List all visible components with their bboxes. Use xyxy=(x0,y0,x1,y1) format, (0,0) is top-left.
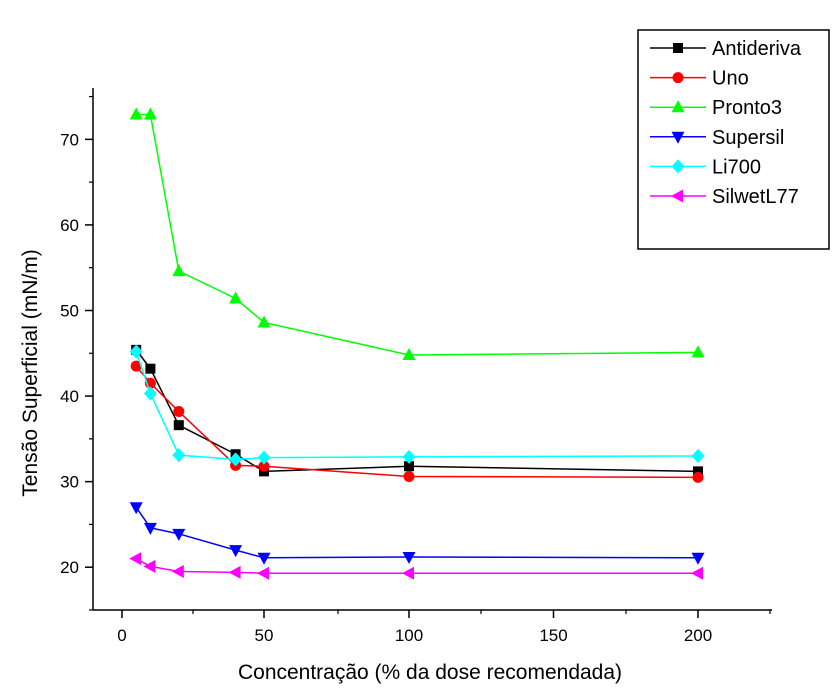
y-tick-label: 20 xyxy=(60,558,79,577)
data-point-pronto3 xyxy=(129,107,143,120)
legend-label: SilwetL77 xyxy=(712,186,799,208)
data-point-pronto3 xyxy=(402,347,416,360)
series-line-supersil xyxy=(135,506,699,559)
legend-marker-supersil xyxy=(671,131,685,144)
data-point-li700 xyxy=(129,344,143,359)
x-axis-title: Concentração (% da dose recomendada) xyxy=(238,661,622,684)
data-point-uno xyxy=(258,460,270,472)
data-point-silwetl77 xyxy=(228,565,241,579)
data-point-pronto3 xyxy=(172,264,186,277)
data-point-uno xyxy=(130,360,142,372)
series-supersil xyxy=(129,502,705,565)
data-point-silwetl77 xyxy=(257,566,269,580)
data-point-silwetl77 xyxy=(143,559,156,573)
data-point-pronto3 xyxy=(691,345,705,358)
x-tick-label: 100 xyxy=(395,626,423,645)
series-line-pronto3 xyxy=(136,113,699,356)
data-point-li700 xyxy=(257,450,271,465)
y-tick-label: 40 xyxy=(60,387,79,406)
legend-box xyxy=(637,29,830,250)
legend-label: Li700 xyxy=(712,156,761,178)
legend-marker-li700 xyxy=(671,159,685,174)
legend-marker-antideriva xyxy=(673,43,683,53)
series-li700 xyxy=(129,344,705,467)
data-point-li700 xyxy=(402,449,416,464)
legend-label: Antideriva xyxy=(712,38,802,60)
legend-item-li700: Li700 xyxy=(650,156,761,178)
y-tick-label: 30 xyxy=(60,473,79,492)
series-silwetl77 xyxy=(129,552,703,580)
data-point-uno xyxy=(403,471,415,483)
axes: 20 30 40 50 60 70 0 50 100 150 200 xyxy=(60,88,772,645)
data-point-pronto3 xyxy=(229,291,243,304)
series-line-silwetl77 xyxy=(135,557,698,574)
data-point-supersil xyxy=(691,552,705,565)
data-point-silwetl77 xyxy=(129,552,142,566)
data-point-supersil xyxy=(402,551,416,564)
legend-item-silwetl77: SilwetL77 xyxy=(650,186,799,208)
data-point-li700 xyxy=(229,452,243,467)
x-tick-label: 50 xyxy=(255,626,274,645)
x-tick-label: 150 xyxy=(539,626,567,645)
data-point-pronto3 xyxy=(143,107,157,120)
x-tick-label: 200 xyxy=(684,626,712,645)
series-line-antideriva xyxy=(135,349,699,473)
data-point-pronto3 xyxy=(257,315,271,328)
data-point-antideriva xyxy=(404,461,414,472)
data-point-silwetl77 xyxy=(402,566,414,580)
series-layer xyxy=(129,107,705,580)
legend-item-supersil: Supersil xyxy=(650,127,784,149)
series-uno xyxy=(130,360,704,483)
data-point-uno xyxy=(173,405,185,417)
legend: Antideriva Uno Pronto3 Supersil Li700 SilwetL… xyxy=(637,29,830,250)
data-point-supersil xyxy=(257,552,271,565)
data-point-silwetl77 xyxy=(691,566,703,580)
series-line-li700 xyxy=(135,351,699,461)
data-point-antideriva xyxy=(145,363,156,374)
data-point-antideriva xyxy=(173,420,184,431)
legend-label: Pronto3 xyxy=(712,97,782,119)
data-point-silwetl77 xyxy=(171,564,184,578)
data-point-antideriva xyxy=(693,466,703,477)
legend-item-antideriva: Antideriva xyxy=(650,38,802,60)
data-point-supersil xyxy=(229,545,243,558)
data-point-uno xyxy=(692,471,704,483)
x-tick-label: 0 xyxy=(117,626,126,645)
data-point-supersil xyxy=(129,502,143,515)
y-tick-label: 70 xyxy=(60,130,79,149)
legend-item-pronto3: Pronto3 xyxy=(650,97,782,119)
y-axis-title: Tensão Superficial (mN/m) xyxy=(19,249,42,496)
data-point-supersil xyxy=(172,528,186,541)
legend-item-uno: Uno xyxy=(650,68,749,90)
legend-marker-silwetl77 xyxy=(671,189,683,203)
data-point-li700 xyxy=(172,448,186,463)
y-tick-label: 60 xyxy=(60,216,79,235)
legend-label: Uno xyxy=(712,68,749,90)
legend-marker-uno xyxy=(672,72,684,84)
legend-marker-pronto3 xyxy=(671,100,685,113)
legend-label: Supersil xyxy=(712,127,784,149)
data-point-li700 xyxy=(691,448,705,463)
series-line-uno xyxy=(135,365,699,479)
y-tick-label: 50 xyxy=(60,301,79,320)
data-point-supersil xyxy=(143,522,157,535)
series-pronto3 xyxy=(129,107,705,360)
data-point-li700 xyxy=(143,386,157,401)
